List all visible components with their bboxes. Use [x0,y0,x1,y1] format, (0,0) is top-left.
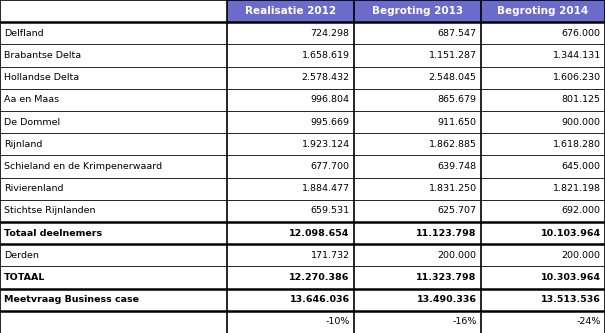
Text: Hollandse Delta: Hollandse Delta [4,73,79,82]
Text: Rivierenland: Rivierenland [4,184,64,193]
Text: Schieland en de Krimpenerwaard: Schieland en de Krimpenerwaard [4,162,162,171]
Text: 1.884.477: 1.884.477 [302,184,350,193]
Text: 13.513.536: 13.513.536 [541,295,601,304]
Text: 13.646.036: 13.646.036 [290,295,350,304]
Text: 12.098.654: 12.098.654 [289,228,350,238]
Text: 10.103.964: 10.103.964 [541,228,601,238]
Text: Rijnland: Rijnland [4,140,42,149]
Text: 1.618.280: 1.618.280 [553,140,601,149]
Text: 687.547: 687.547 [438,29,477,38]
Text: TOTAAL: TOTAAL [4,273,45,282]
Text: Realisatie 2012: Realisatie 2012 [245,6,336,16]
Text: Stichtse Rijnlanden: Stichtse Rijnlanden [4,206,96,215]
Text: Derden: Derden [4,251,39,260]
Text: 801.125: 801.125 [562,95,601,105]
Text: 1.862.885: 1.862.885 [429,140,477,149]
Text: 1.923.124: 1.923.124 [301,140,350,149]
Text: Aa en Maas: Aa en Maas [4,95,59,105]
Text: 10.303.964: 10.303.964 [541,273,601,282]
Text: 645.000: 645.000 [562,162,601,171]
Text: 625.707: 625.707 [438,206,477,215]
Bar [227,0,354,22]
Text: 1.344.131: 1.344.131 [552,51,601,60]
Text: 200.000: 200.000 [438,251,477,260]
Text: 13.490.336: 13.490.336 [417,295,477,304]
Text: Begroting 2014: Begroting 2014 [497,6,589,16]
Text: 900.000: 900.000 [562,118,601,127]
Text: 1.606.230: 1.606.230 [552,73,601,82]
Text: Delfland: Delfland [4,29,44,38]
Text: 11.323.798: 11.323.798 [416,273,477,282]
Text: Meetvraag Business case: Meetvraag Business case [4,295,139,304]
Bar [481,0,605,22]
Text: Totaal deelnemers: Totaal deelnemers [4,228,102,238]
Text: 911.650: 911.650 [438,118,477,127]
Text: Begroting 2013: Begroting 2013 [372,6,463,16]
Text: 995.669: 995.669 [311,118,350,127]
Text: De Dommel: De Dommel [4,118,60,127]
Text: 692.000: 692.000 [562,206,601,215]
Bar [354,0,481,22]
Text: 676.000: 676.000 [562,29,601,38]
Text: 11.123.798: 11.123.798 [416,228,477,238]
Text: 171.732: 171.732 [310,251,350,260]
Text: 1.151.287: 1.151.287 [429,51,477,60]
Text: -24%: -24% [577,317,601,326]
Text: 12.270.386: 12.270.386 [289,273,350,282]
Text: 2.548.045: 2.548.045 [429,73,477,82]
Text: 724.298: 724.298 [311,29,350,38]
Text: 639.748: 639.748 [437,162,477,171]
Text: 996.804: 996.804 [311,95,350,105]
Text: 677.700: 677.700 [311,162,350,171]
Text: 1.821.198: 1.821.198 [553,184,601,193]
Text: 865.679: 865.679 [438,95,477,105]
Text: -10%: -10% [325,317,350,326]
Text: -16%: -16% [453,317,477,326]
Text: 659.531: 659.531 [310,206,350,215]
Text: 1.658.619: 1.658.619 [302,51,350,60]
Text: Brabantse Delta: Brabantse Delta [4,51,81,60]
Text: 2.578.432: 2.578.432 [301,73,350,82]
Text: 1.831.250: 1.831.250 [428,184,477,193]
Text: 200.000: 200.000 [562,251,601,260]
